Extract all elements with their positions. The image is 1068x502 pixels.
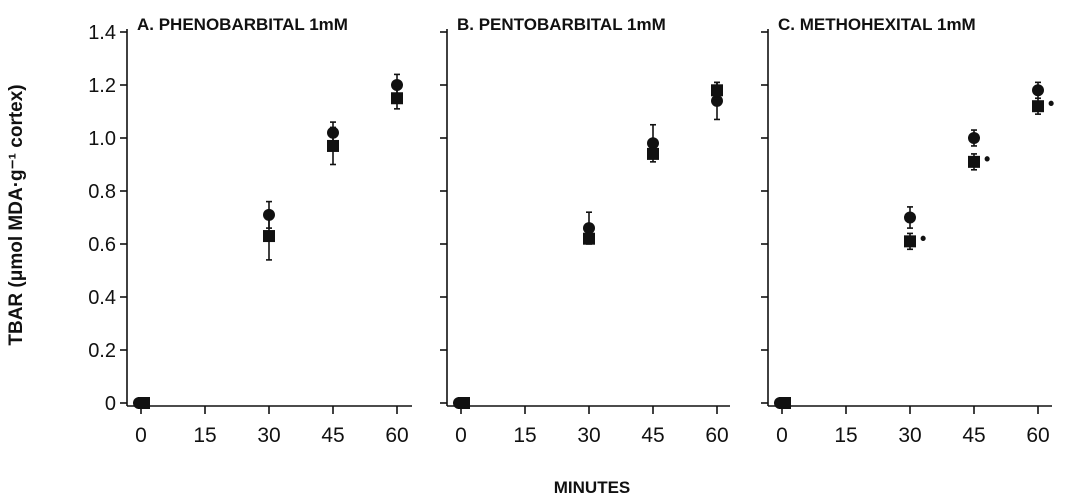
data-point-circle [583, 222, 595, 235]
y-axis-label: TBAR (μmol MDA·g⁻¹ cortex) [6, 84, 27, 345]
x-tick-label: 0 [776, 424, 788, 447]
panel-title: B. PENTOBARBITAL 1mM [457, 15, 666, 34]
y-tick-label: 0.4 [88, 287, 116, 309]
annotation-mark: • [920, 229, 926, 249]
data-point-square [583, 232, 595, 245]
x-tick-label: 45 [641, 424, 664, 447]
chart-panel-b: B. PENTOBARBITAL 1mM 0 15 30 45 60 [440, 15, 730, 447]
data-point-circle [968, 132, 980, 144]
y-tick-label: 1.2 [88, 75, 116, 97]
x-tick-label: 0 [455, 424, 467, 447]
data-point-square [458, 397, 470, 409]
y-tick-label: 1.4 [88, 22, 116, 44]
x-tick-label: 60 [1026, 424, 1049, 447]
x-tick-label: 30 [577, 424, 600, 447]
x-tick-label: 15 [834, 424, 857, 447]
panel-title: A. PHENOBARBITAL 1mM [137, 15, 348, 34]
data-point-square [779, 397, 791, 409]
data-point-square [968, 155, 980, 168]
data-point-square [1032, 100, 1044, 113]
x-tick-label: 60 [705, 424, 728, 447]
x-axis-label: MINUTES [554, 478, 631, 497]
x-tick-label: 45 [321, 424, 344, 447]
annotation-mark: • [984, 149, 990, 169]
x-tick-label: 15 [193, 424, 216, 447]
data-point-circle [1032, 84, 1044, 97]
y-tick-label: 0.6 [88, 234, 116, 256]
annotation-mark: • [1048, 94, 1054, 114]
data-point-square [904, 235, 916, 248]
data-point-square [711, 84, 723, 97]
x-tick-label: 30 [257, 424, 280, 447]
data-point-square [138, 397, 150, 409]
panel-title: C. METHOHEXITAL 1mM [778, 15, 976, 34]
y-tick-label: 0.2 [88, 340, 116, 362]
y-tick-label: 0 [105, 393, 116, 415]
data-point-square [263, 230, 275, 243]
chart-panel-a: A. PHENOBARBITAL 1mM 0 0.2 0.4 0.6 0.8 1.0 1.2 1… [88, 15, 412, 447]
data-point-square [327, 139, 339, 152]
x-tick-label: 0 [135, 424, 147, 447]
x-tick-label: 45 [962, 424, 985, 447]
data-point-square [647, 147, 659, 160]
data-point-circle [647, 137, 659, 150]
x-tick-label: 15 [513, 424, 536, 447]
data-point-square [391, 92, 403, 105]
x-tick-label: 30 [898, 424, 921, 447]
x-tick-label: 60 [385, 424, 408, 447]
data-point-circle [904, 211, 916, 224]
y-tick-label: 1.0 [88, 128, 116, 150]
y-tick-label: 0.8 [88, 181, 116, 203]
chart-panel-c: C. METHOHEXITAL 1mM 0 15 30 45 60 • • • [761, 15, 1054, 447]
